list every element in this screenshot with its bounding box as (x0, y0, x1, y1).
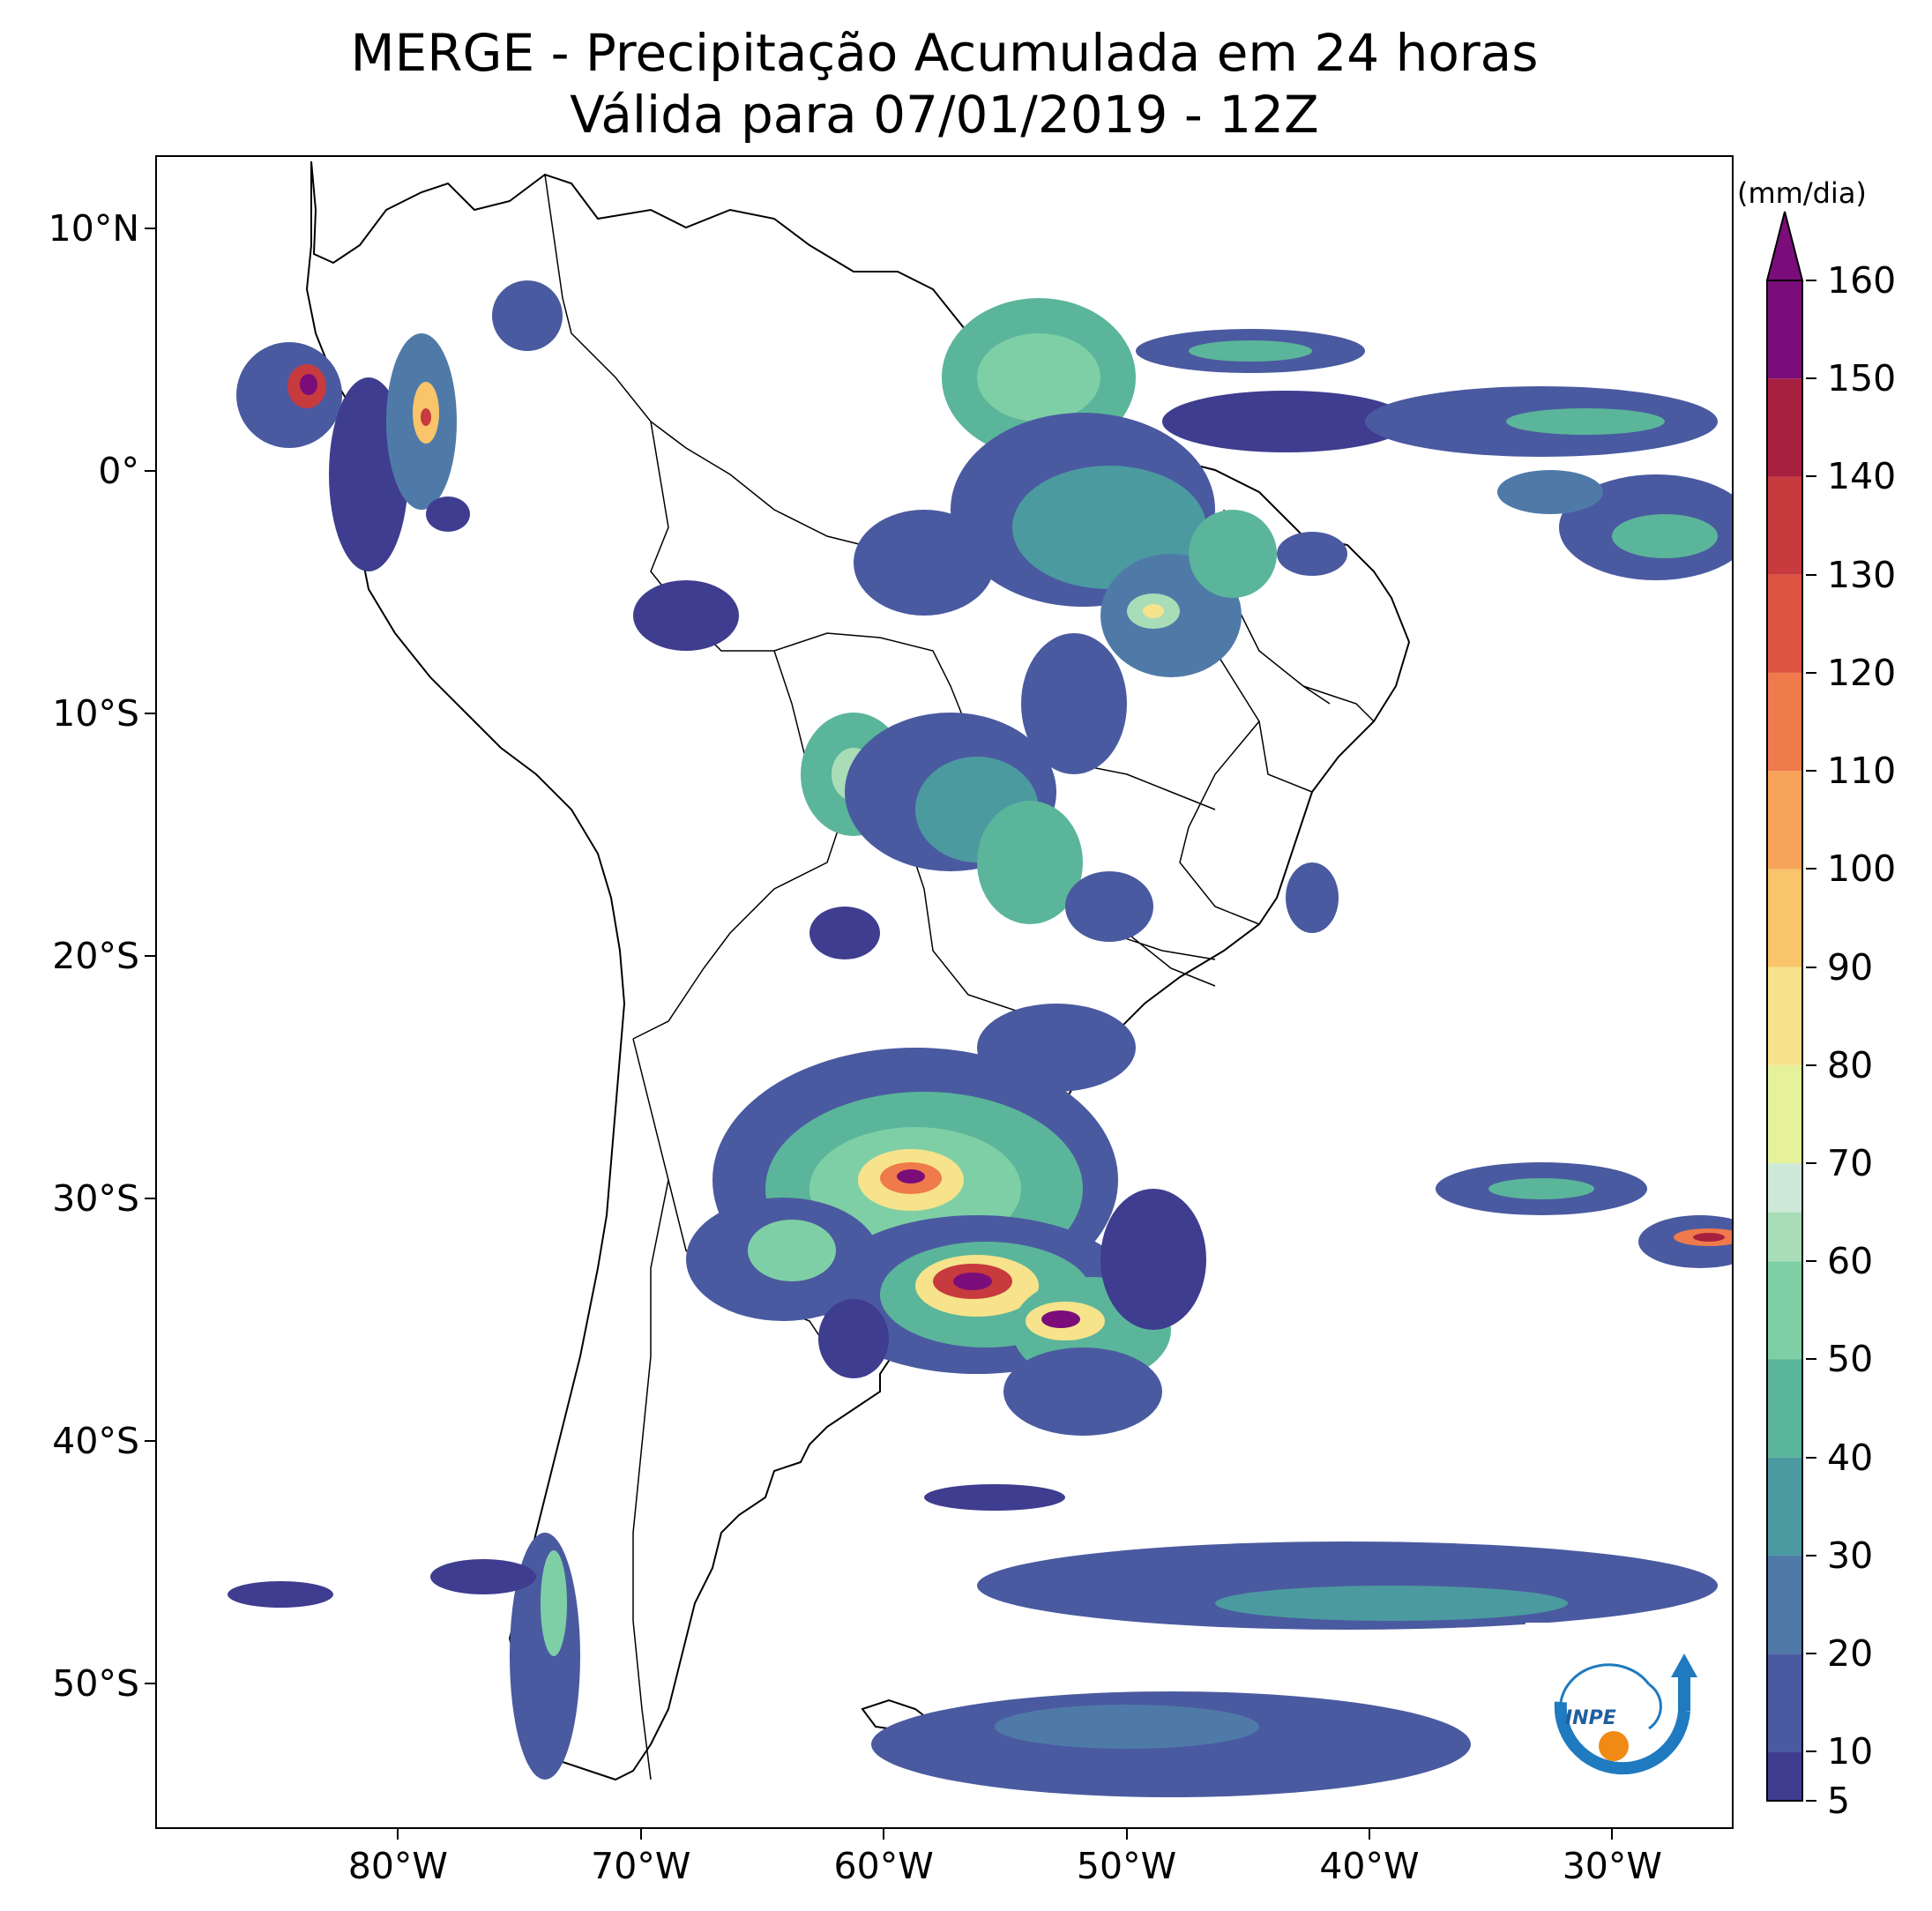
colorbar-label: 30 (1827, 1534, 1874, 1577)
colorbar-label: 5 (1827, 1780, 1851, 1822)
inpe-logo: INPE (1525, 1623, 1728, 1799)
lat-label: 10°N (48, 206, 139, 250)
colorbar-segment (1767, 869, 1802, 967)
colorbar-label: 130 (1827, 553, 1897, 596)
lat-tick (145, 954, 155, 957)
colorbar-segment (1767, 1261, 1802, 1360)
colorbar-tick (1806, 1751, 1816, 1753)
lon-label: 80°W (347, 1845, 448, 1887)
lon-tick (1611, 1829, 1614, 1840)
colorbar-segment (1767, 1359, 1802, 1458)
map-title: MERGE - Precipitação Acumulada em 24 hor… (350, 23, 1539, 83)
colorbar-segment (1767, 1064, 1802, 1164)
lat-tick (145, 227, 155, 229)
colorbar-segment (1767, 574, 1802, 673)
inpe-logo-graphic: INPE (1554, 1653, 1697, 1775)
colorbar-label: 100 (1827, 847, 1897, 891)
colorbar-unit: (mm/dia) (1737, 176, 1867, 210)
colorbar-label: 160 (1827, 259, 1897, 302)
colorbar-extend-arrow (1765, 211, 1804, 281)
precipitation-fields (228, 280, 1732, 1797)
precipitation-map (155, 155, 1734, 1829)
colorbar-frame (1766, 280, 1803, 1802)
lat-tick (145, 1439, 155, 1442)
colorbar-label: 110 (1827, 750, 1897, 793)
colorbar-label: 10 (1827, 1730, 1874, 1773)
colorbar-segment (1767, 1212, 1802, 1262)
colorbar-tick (1806, 1800, 1816, 1802)
lon-tick (1368, 1829, 1370, 1840)
lat-tick (145, 712, 155, 714)
colorbar-segment (1767, 280, 1802, 379)
colorbar-label: 40 (1827, 1436, 1874, 1479)
colorbar-segment (1767, 967, 1802, 1065)
colorbar-tick (1806, 280, 1816, 281)
lat-label: 40°S (52, 1419, 139, 1462)
lon-label: 60°W (833, 1845, 934, 1887)
lat-label: 20°S (52, 934, 139, 977)
colorbar-label: 120 (1827, 651, 1897, 694)
colorbar-tick (1806, 1260, 1816, 1263)
colorbar-tick (1806, 475, 1816, 478)
colorbar-segment (1767, 1163, 1802, 1213)
colorbar-tick (1806, 1456, 1816, 1459)
lon-tick (397, 1829, 399, 1840)
colorbar-label: 60 (1827, 1240, 1874, 1283)
colorbar-segment (1767, 672, 1802, 772)
map-canvas (228, 160, 1732, 1797)
colorbar-label: 90 (1827, 945, 1874, 989)
colorbar-segment (1767, 1457, 1802, 1556)
colorbar-label: 150 (1827, 357, 1897, 400)
colorbar-segment (1767, 1555, 1802, 1654)
colorbar-tick (1806, 671, 1816, 674)
colorbar-segment (1767, 1653, 1802, 1752)
colorbar-tick (1806, 966, 1816, 968)
inpe-logo-text: INPE (1565, 1707, 1616, 1729)
south-america-coastline (305, 160, 1411, 1781)
lon-tick (883, 1829, 885, 1840)
colorbar-tick (1806, 868, 1816, 870)
lat-label: 50°S (52, 1661, 139, 1705)
colorbar-segment (1767, 771, 1802, 870)
colorbar-label: 80 (1827, 1043, 1874, 1086)
colorbar-tick (1806, 1554, 1816, 1556)
lon-label: 50°W (1076, 1845, 1177, 1887)
lon-tick (639, 1829, 642, 1840)
lon-label: 70°W (591, 1845, 691, 1887)
colorbar-tick (1806, 1064, 1816, 1066)
colorbar-tick (1806, 1653, 1816, 1655)
colorbar-label: 140 (1827, 455, 1897, 498)
lat-tick (145, 469, 155, 472)
colorbar-tick (1806, 1358, 1816, 1361)
colorbar-segment (1767, 1751, 1802, 1801)
colorbar-tick (1806, 573, 1816, 576)
colorbar-segment (1767, 476, 1802, 575)
lat-tick (145, 1197, 155, 1199)
colorbar-label: 50 (1827, 1338, 1874, 1381)
lon-label: 30°W (1562, 1845, 1662, 1887)
colorbar-label: 70 (1827, 1142, 1874, 1185)
lat-tick (145, 1682, 155, 1684)
colorbar-label: 20 (1827, 1632, 1874, 1676)
lon-label: 40°W (1319, 1845, 1420, 1887)
lat-label: 30°S (52, 1176, 139, 1220)
colorbar-tick (1806, 770, 1816, 773)
lat-label: 0° (98, 449, 139, 492)
colorbar (1765, 211, 1804, 1802)
colorbar-tick (1806, 1162, 1816, 1165)
colorbar-segment (1767, 378, 1802, 477)
lat-label: 10°S (52, 691, 139, 735)
colorbar-tick (1806, 377, 1816, 380)
map-subtitle: Válida para 07/01/2019 - 12Z (570, 85, 1319, 145)
lon-tick (1125, 1829, 1128, 1840)
